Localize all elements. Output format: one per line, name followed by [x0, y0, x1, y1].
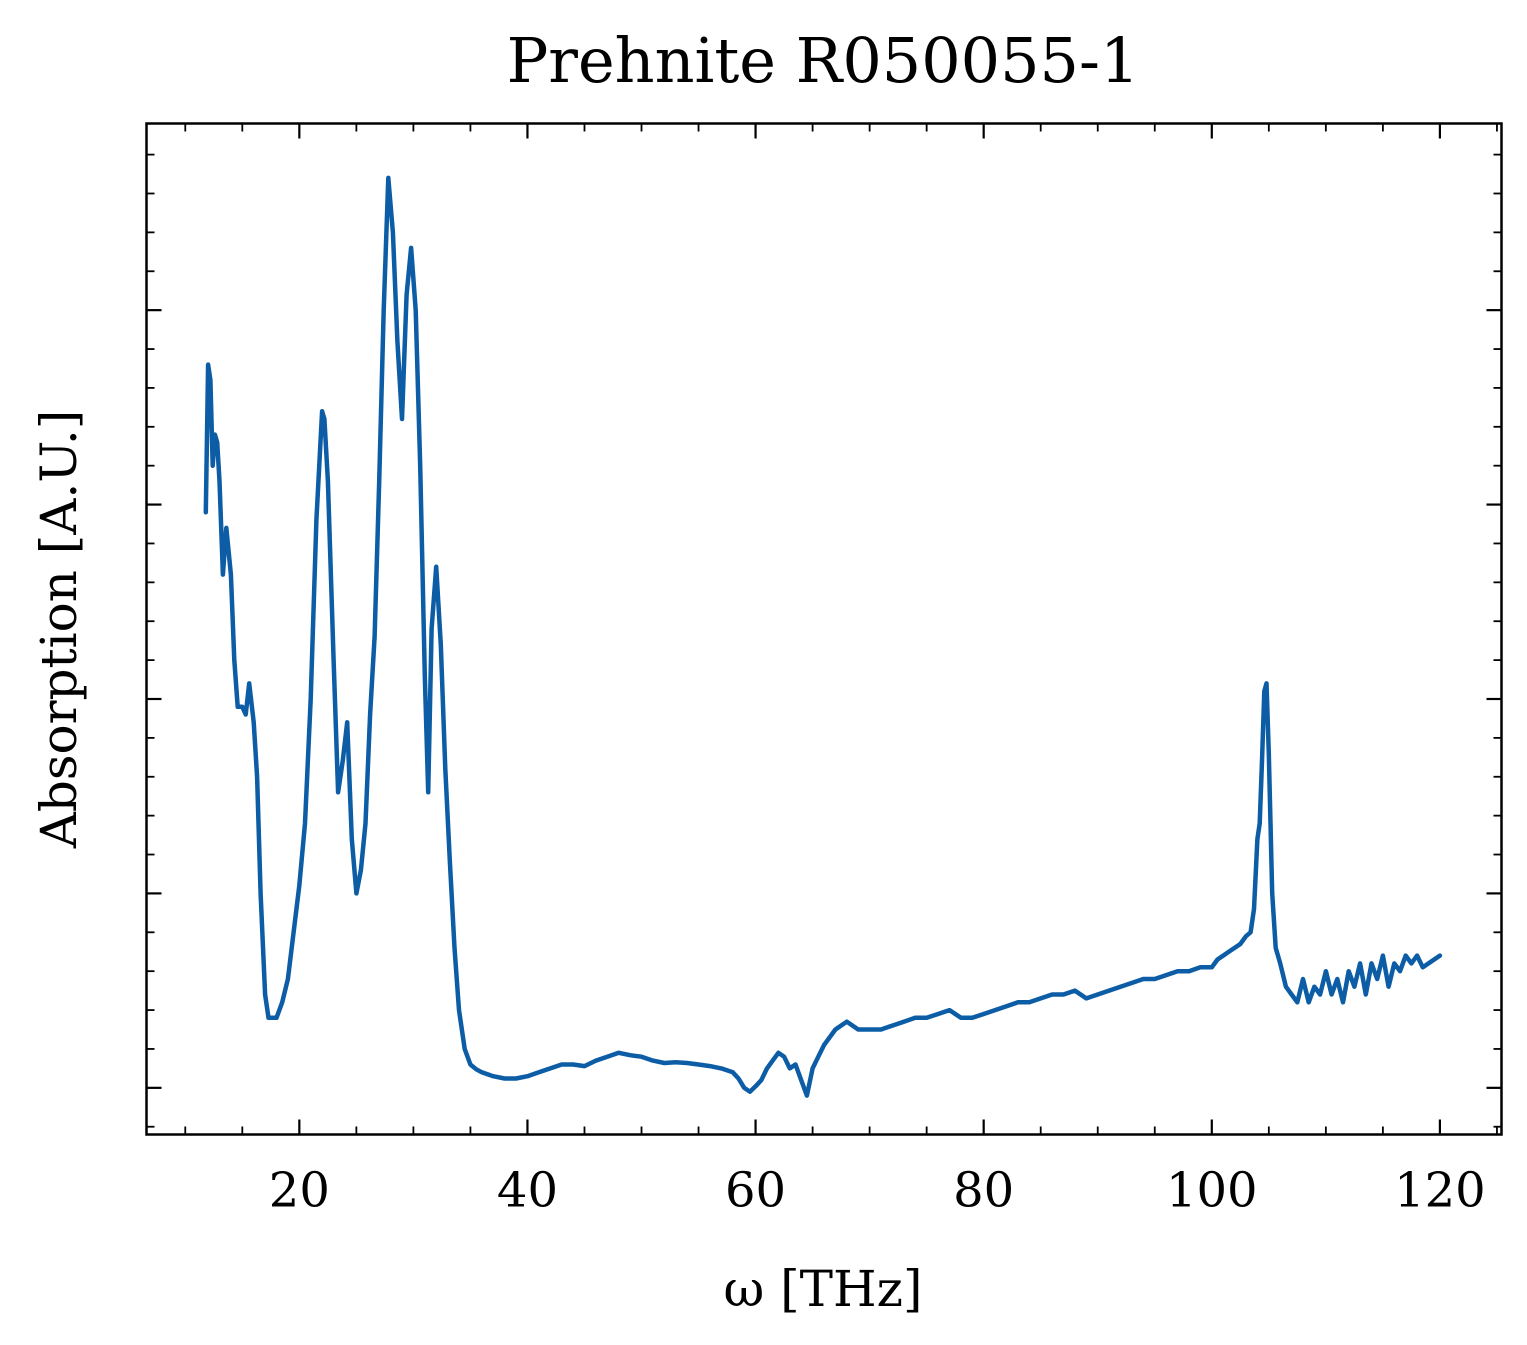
x-tick-label-60: 60: [725, 1163, 786, 1219]
series-line-0: [203, 175, 1443, 1098]
x-axis-label: ω [THz]: [724, 1260, 923, 1318]
plot-frame: [145, 122, 1503, 1136]
ticks-layer: [146, 123, 1502, 1135]
x-tick-label-20: 20: [269, 1163, 330, 1219]
x-tick-label-120: 120: [1394, 1163, 1486, 1219]
chart-title: Prehnite R050055-1: [507, 24, 1140, 97]
x-tick-label-40: 40: [497, 1163, 558, 1219]
series-layer: [203, 175, 1443, 1098]
y-axis-label: Absorption [A.U.]: [30, 410, 88, 850]
x-tick-label-80: 80: [953, 1163, 1014, 1219]
x-tick-label-100: 100: [1166, 1163, 1258, 1219]
tick-labels-layer: 20 40 60 80 100 120: [269, 1163, 1486, 1219]
